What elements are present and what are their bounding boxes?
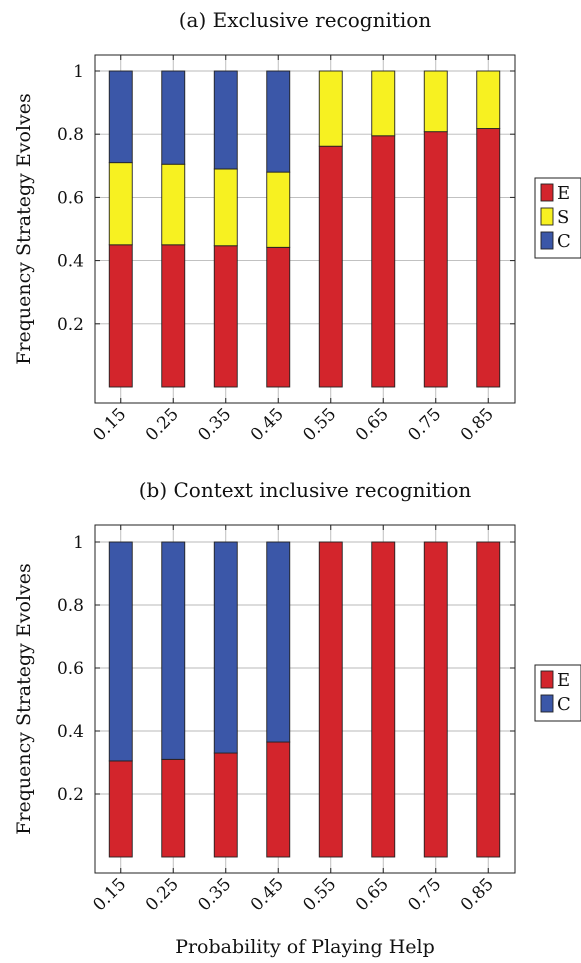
bar-E-0.55 — [318, 145, 343, 388]
x-tick-label: 0.85 — [457, 404, 498, 445]
bar-E-0.15 — [108, 244, 133, 388]
chart-title: (b) Context inclusive recognition — [139, 478, 472, 502]
bar-E-0.45 — [266, 246, 291, 388]
x-tick-label: 0.25 — [142, 874, 183, 915]
x-tick-label: 0.15 — [89, 874, 130, 915]
x-tick-label: 0.65 — [352, 874, 393, 915]
x-tick-label: 0.35 — [194, 874, 235, 915]
y-tick-label: 1 — [73, 533, 84, 553]
bar-E-0.25 — [161, 758, 186, 858]
x-axis-label: Probability of Playing Help — [175, 936, 435, 958]
legend-swatch-E — [540, 183, 554, 202]
legend-swatch-C — [540, 231, 554, 250]
bar-E-0.85 — [476, 128, 501, 388]
bar-E-0.45 — [266, 741, 291, 858]
bar-E-0.75 — [423, 131, 448, 388]
bar-E-0.15 — [108, 760, 133, 858]
bar-E-0.65 — [371, 541, 396, 858]
y-axis-label: Frequency Strategy Evolves — [13, 563, 35, 835]
x-tick-label: 0.45 — [247, 404, 288, 445]
y-tick-label: 0.2 — [57, 315, 84, 335]
bar-E-0.35 — [213, 245, 238, 388]
x-tick-label: 0.65 — [352, 404, 393, 445]
legend: EC — [534, 664, 581, 722]
legend-swatch-C — [540, 694, 554, 713]
x-tick-label: 0.75 — [404, 874, 445, 915]
legend-label-E: E — [557, 670, 570, 691]
bar-S-0.25 — [161, 163, 186, 246]
bar-C-0.35 — [213, 70, 238, 170]
bar-E-0.65 — [371, 135, 396, 388]
bar-S-0.75 — [423, 70, 448, 133]
y-tick-label: 0.8 — [57, 125, 84, 145]
plot-frame — [94, 524, 516, 874]
legend-swatch-S — [540, 207, 554, 226]
legend-label-S: S — [557, 207, 569, 228]
bar-C-0.25 — [161, 70, 186, 165]
x-tick-label: 0.55 — [299, 874, 340, 915]
chart-panel-1: (a) Exclusive recognition 0.2 0.4 0.6 0.8 1 0.… — [13, 8, 581, 445]
x-tick-label: 0.75 — [404, 404, 445, 445]
y-tick-label: 0.4 — [57, 252, 84, 272]
bar-E-0.25 — [161, 244, 186, 388]
x-tick-label: 0.35 — [194, 404, 235, 445]
x-tick-label: 0.55 — [299, 404, 340, 445]
y-tick-label: 0.8 — [57, 596, 84, 616]
legend-label-C: C — [557, 694, 571, 715]
bar-S-0.55 — [318, 70, 343, 147]
chart-title: (a) Exclusive recognition — [179, 8, 432, 32]
legend-swatch-E — [540, 670, 554, 689]
bar-S-0.85 — [476, 70, 501, 129]
bar-E-0.75 — [423, 541, 448, 858]
x-tick-label: 0.25 — [142, 404, 183, 445]
x-tick-label: 0.45 — [247, 874, 288, 915]
bar-S-0.45 — [266, 171, 291, 248]
y-tick-label: 1 — [73, 62, 84, 82]
bar-E-0.35 — [213, 752, 238, 858]
y-axis-label: Frequency Strategy Evolves — [13, 93, 35, 365]
bar-E-0.55 — [318, 541, 343, 858]
y-tick-label: 0.6 — [57, 659, 84, 679]
bar-C-0.45 — [266, 70, 291, 173]
x-tick-label: 0.85 — [457, 874, 498, 915]
legend: ESC — [534, 177, 581, 259]
x-tick-label: 0.15 — [89, 404, 130, 445]
legend-label-E: E — [557, 183, 570, 204]
y-tick-label: 0.4 — [57, 722, 84, 742]
bar-C-0.15 — [108, 541, 133, 762]
bar-C-0.35 — [213, 541, 238, 754]
bar-C-0.25 — [161, 541, 186, 760]
bar-C-0.15 — [108, 70, 133, 164]
bar-S-0.65 — [371, 70, 396, 137]
bar-E-0.85 — [476, 541, 501, 858]
legend-label-C: C — [557, 231, 571, 252]
bar-S-0.15 — [108, 162, 133, 246]
bar-S-0.35 — [213, 168, 238, 247]
y-tick-label: 0.6 — [57, 188, 84, 208]
chart-panel-2: (b) Context inclusive recognition 0.2 0.4 0… — [13, 478, 581, 958]
y-tick-label: 0.2 — [57, 785, 84, 805]
bar-C-0.45 — [266, 541, 291, 743]
plot-frame — [94, 54, 516, 404]
